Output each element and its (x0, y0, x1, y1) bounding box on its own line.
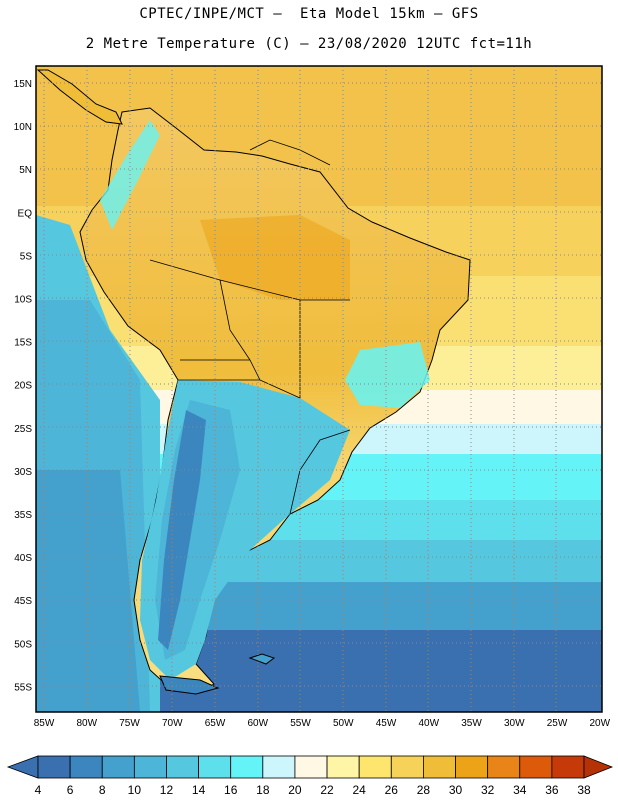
colorbar-swatch (390, 755, 424, 779)
lon-label: 75W (119, 718, 140, 729)
lon-label: 70W (162, 718, 183, 729)
lat-label: 45S (14, 596, 32, 607)
colorbar-swatch (37, 755, 71, 779)
lon-label: 40W (418, 718, 439, 729)
colorbar-swatch (294, 755, 328, 779)
colorbar-swatch (326, 755, 360, 779)
lat-label: 20S (14, 381, 32, 392)
colorbar-label: 10 (128, 783, 142, 797)
lat-label: 30S (14, 467, 32, 478)
colorbar-swatch (455, 755, 489, 779)
colorbar-label: 34 (513, 783, 527, 797)
colorbar-label: 18 (256, 783, 270, 797)
colorbar-min-arrow (6, 755, 39, 779)
lon-label: 50W (333, 718, 354, 729)
colorbar-label: 36 (545, 783, 559, 797)
lat-label: EQ (18, 208, 33, 219)
lat-label: 55S (14, 682, 32, 693)
colorbar-label: 30 (449, 783, 463, 797)
colorbar-swatch (133, 755, 167, 779)
colorbar-label: 12 (160, 783, 174, 797)
colorbar-label: 28 (417, 783, 431, 797)
lat-label: 50S (14, 639, 32, 650)
colorbar-label: 32 (481, 783, 495, 797)
colorbar-swatch (69, 755, 103, 779)
colorbar-swatch (423, 755, 456, 779)
lon-label: 25W (547, 718, 568, 729)
map-title-line-2: 2 Metre Temperature (C) – 23/08/2020 12U… (85, 36, 533, 52)
lon-label: 20W (589, 718, 610, 729)
lon-label: 45W (376, 718, 397, 729)
lon-label: 65W (205, 718, 226, 729)
lon-label: 85W (34, 718, 55, 729)
lat-label: 5S (20, 251, 33, 262)
colorbar-label: 16 (224, 783, 238, 797)
colorbar (6, 755, 614, 779)
colorbar-label: 4 (35, 783, 42, 797)
map-title-line-1: CPTEC/INPE/MCT – Eta Model 15km – GFS (139, 6, 479, 22)
lon-label: 30W (504, 718, 525, 729)
longitude-labels: 85W 80W 75W 70W 65W 60W 55W 50W 45W 40W 35W 30W 25W 2… (34, 718, 611, 729)
colorbar-swatch (198, 755, 232, 779)
colorbar-labels: 4 6 8 10 12 14 16 18 20 22 24 26 28 30 32 34 36 38 (35, 783, 591, 797)
map-frame (35, 65, 603, 713)
lat-label: 25S (14, 424, 32, 435)
colorbar-swatch (551, 755, 585, 779)
colorbar-swatch (230, 755, 264, 779)
colorbar-label: 38 (577, 783, 591, 797)
lon-label: 55W (290, 718, 311, 729)
latitude-labels: 15N 10N 5N EQ 5S 10S 15S 20S 25S 30S 35S 40S 45S 50S 5… (14, 79, 33, 693)
lat-label: 40S (14, 553, 32, 564)
colorbar-swatch (358, 755, 392, 779)
colorbar-label: 6 (67, 783, 74, 797)
colorbar-label: 26 (385, 783, 399, 797)
colorbar-swatch (262, 755, 296, 779)
lat-label: 15N (14, 79, 32, 90)
lon-label: 80W (76, 718, 97, 729)
colorbar-swatch (101, 755, 135, 779)
lat-label: 5N (19, 165, 32, 176)
colorbar-swatch (519, 755, 553, 779)
colorbar-swatch (166, 755, 199, 779)
colorbar-label: 22 (320, 783, 334, 797)
colorbar-max-arrow (583, 755, 614, 779)
map-plot-area (36, 66, 602, 712)
colorbar-swatch (487, 755, 521, 779)
lon-label: 60W (247, 718, 268, 729)
colorbar-label: 24 (352, 783, 366, 797)
colorbar-label: 14 (192, 783, 206, 797)
lat-label: 10S (14, 295, 32, 306)
lat-label: 10N (14, 122, 32, 133)
lat-label: 15S (14, 338, 32, 349)
lon-label: 35W (461, 718, 482, 729)
colorbar-label: 8 (99, 783, 106, 797)
colorbar-label: 20 (288, 783, 302, 797)
lat-label: 35S (14, 510, 32, 521)
